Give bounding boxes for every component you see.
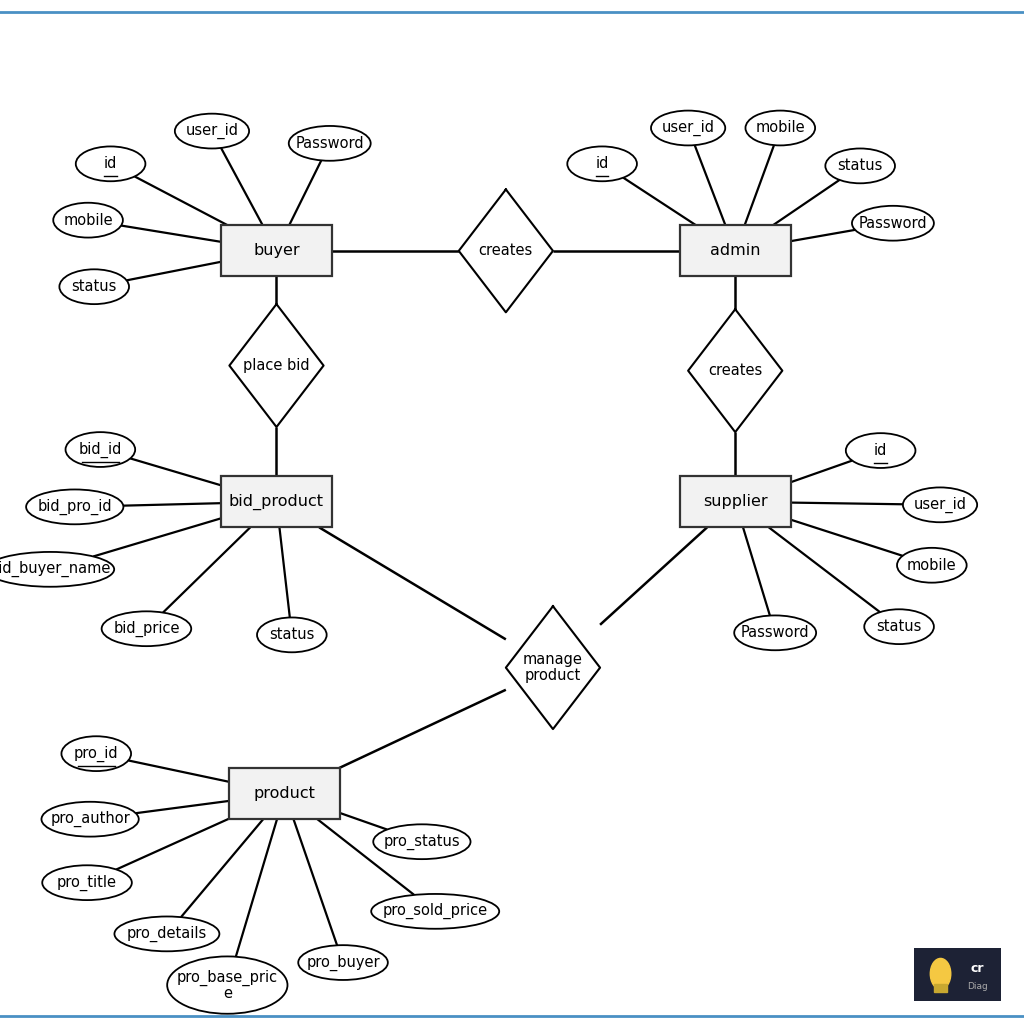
Bar [934,984,946,992]
Text: status: status [838,159,883,173]
Text: buyer: buyer [253,244,300,258]
Text: bid_pro_id: bid_pro_id [38,499,112,515]
Text: place bid: place bid [243,358,310,373]
Ellipse shape [66,432,135,467]
Text: creates: creates [479,244,532,258]
Ellipse shape [41,802,139,837]
Ellipse shape [373,824,470,859]
Text: pro_sold_price: pro_sold_price [383,903,487,920]
Polygon shape [229,304,324,427]
Polygon shape [506,606,600,729]
Text: mobile: mobile [756,121,805,135]
Ellipse shape [76,146,145,181]
Text: pro_status: pro_status [384,834,460,850]
Ellipse shape [298,945,388,980]
Ellipse shape [59,269,129,304]
Text: id: id [595,157,609,171]
FancyBboxPatch shape [229,768,340,819]
Text: bid_price: bid_price [114,621,179,637]
Ellipse shape [167,956,288,1014]
Ellipse shape [745,111,815,145]
Text: bid_id: bid_id [79,441,122,458]
Ellipse shape [852,206,934,241]
Text: pro_author: pro_author [50,811,130,827]
Ellipse shape [61,736,131,771]
Text: id: id [873,443,888,458]
Ellipse shape [930,958,951,989]
Ellipse shape [864,609,934,644]
Text: pro_buyer: pro_buyer [306,954,380,971]
Text: Password: Password [740,626,810,640]
Ellipse shape [846,433,915,468]
Ellipse shape [825,148,895,183]
Ellipse shape [0,552,115,587]
Ellipse shape [42,865,132,900]
Text: mobile: mobile [907,558,956,572]
Text: Password: Password [858,216,928,230]
Polygon shape [459,189,553,312]
Ellipse shape [897,548,967,583]
Text: creates: creates [709,364,762,378]
Ellipse shape [371,894,500,929]
Text: pro_title: pro_title [57,874,117,891]
Text: bid_buyer_name: bid_buyer_name [0,561,111,578]
Ellipse shape [257,617,327,652]
Ellipse shape [734,615,816,650]
Text: mobile: mobile [63,213,113,227]
Text: product: product [254,786,315,801]
Polygon shape [688,309,782,432]
Ellipse shape [651,111,725,145]
FancyBboxPatch shape [680,225,791,276]
FancyBboxPatch shape [680,476,791,527]
Ellipse shape [101,611,191,646]
Text: user_id: user_id [662,120,715,136]
Text: id: id [103,157,118,171]
FancyBboxPatch shape [221,225,332,276]
Text: supplier: supplier [702,495,768,509]
Text: user_id: user_id [913,497,967,513]
Text: bid_product: bid_product [229,494,324,510]
Ellipse shape [903,487,977,522]
Text: status: status [72,280,117,294]
Ellipse shape [53,203,123,238]
Ellipse shape [26,489,123,524]
Ellipse shape [175,114,249,148]
Ellipse shape [567,146,637,181]
FancyBboxPatch shape [221,476,332,527]
Text: admin: admin [710,244,761,258]
Text: pro_details: pro_details [127,926,207,942]
Text: user_id: user_id [185,123,239,139]
FancyBboxPatch shape [914,948,1001,1001]
Text: cr: cr [971,962,984,975]
Text: status: status [269,628,314,642]
Text: manage
product: manage product [523,652,583,683]
Ellipse shape [115,916,219,951]
Text: pro_base_pric
e: pro_base_pric e [177,970,278,1000]
Text: pro_id: pro_id [74,745,119,762]
Text: status: status [877,620,922,634]
Text: Diag: Diag [967,982,987,991]
Ellipse shape [289,126,371,161]
Text: Password: Password [295,136,365,151]
